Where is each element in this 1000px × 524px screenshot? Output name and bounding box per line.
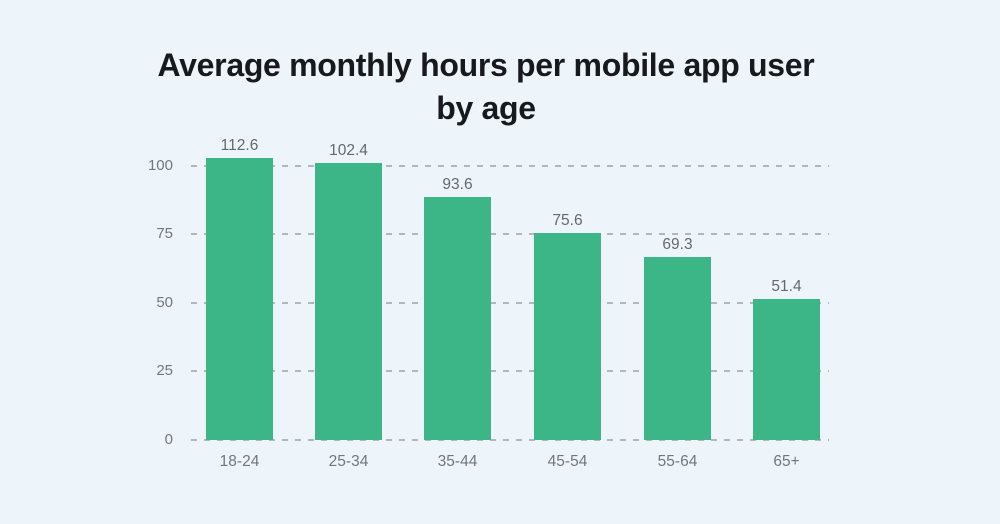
bar xyxy=(424,196,491,440)
gridline xyxy=(191,164,829,167)
x-category-label: 25-34 xyxy=(328,453,369,470)
y-tick-label: 75 xyxy=(156,225,173,243)
y-tick-label: 50 xyxy=(156,293,173,311)
bar xyxy=(315,163,382,440)
bar-value-label: 93.6 xyxy=(442,175,473,193)
gridline xyxy=(191,439,829,441)
y-tick-label: 25 xyxy=(156,362,173,380)
x-category-label: 45-54 xyxy=(547,453,588,470)
y-tick-label: 100 xyxy=(147,156,173,174)
bar xyxy=(534,233,601,440)
x-category-label: 65+ xyxy=(773,453,800,470)
bar-value-label: 112.6 xyxy=(220,136,259,154)
chart-title: Average monthly hours per mobile app use… xyxy=(157,47,815,126)
bar xyxy=(753,298,820,440)
bar-value-label: 51.4 xyxy=(771,277,802,295)
x-category-label: 55-64 xyxy=(657,453,698,470)
x-category-label: 18-24 xyxy=(219,453,260,470)
bar-value-label: 75.6 xyxy=(552,212,583,230)
gridline xyxy=(191,233,829,236)
bar xyxy=(206,157,273,440)
y-tick-label: 0 xyxy=(164,431,173,448)
bar-value-label: 69.3 xyxy=(662,235,693,253)
x-category-label: 35-44 xyxy=(437,453,478,470)
bar-value-label: 102.4 xyxy=(329,142,368,160)
bar xyxy=(644,256,711,440)
gridline xyxy=(191,301,829,304)
gridline xyxy=(191,370,829,373)
